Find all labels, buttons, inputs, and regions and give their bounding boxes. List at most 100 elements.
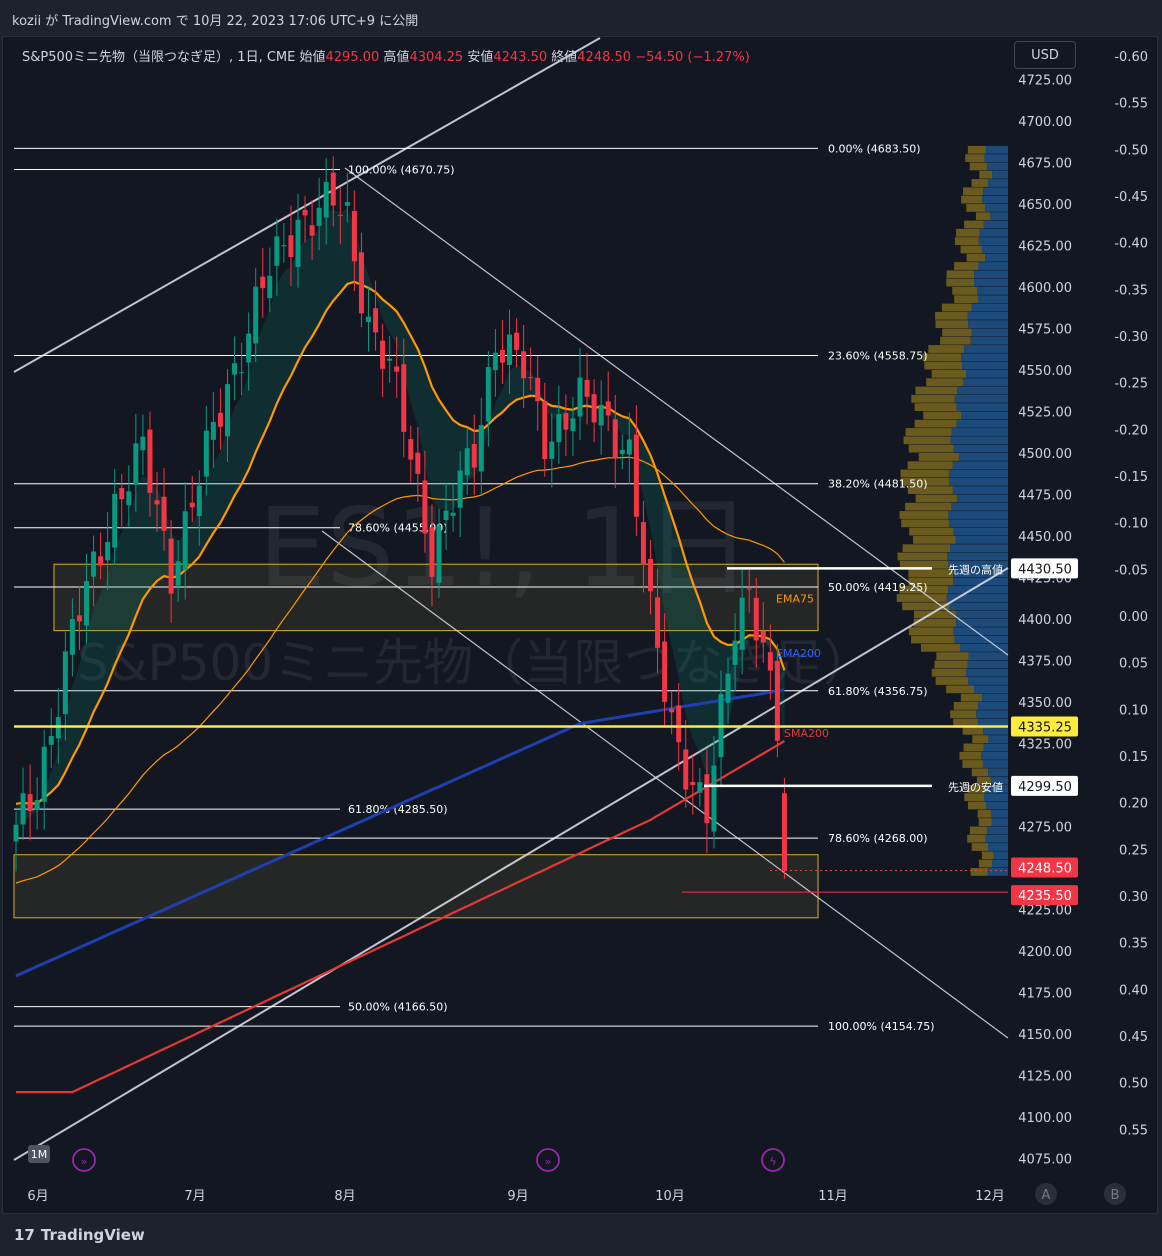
candle-body — [232, 363, 238, 375]
volume-bar-down — [935, 320, 969, 328]
axis-scale-button[interactable]: B — [1111, 1188, 1120, 1203]
candle — [704, 749, 710, 854]
candle-body — [704, 774, 710, 824]
candle-body — [217, 412, 223, 427]
candle-body — [105, 542, 111, 561]
candle-body — [203, 430, 209, 477]
secondary-tick: -0.45 — [1114, 190, 1148, 205]
candle-body — [196, 485, 202, 517]
volume-bar-up — [978, 237, 1008, 245]
candle — [253, 267, 259, 363]
volume-bar-up — [970, 336, 1008, 345]
candle — [401, 338, 407, 458]
secondary-tick: 0.05 — [1119, 657, 1148, 672]
volume-bar-down — [946, 278, 975, 287]
event-icon — [761, 1148, 785, 1172]
volume-bar-down — [915, 386, 958, 395]
price-label-box — [1011, 857, 1078, 878]
secondary-tick: 0.20 — [1119, 797, 1148, 812]
axis-scale-button[interactable]: A — [1042, 1188, 1051, 1203]
candle — [584, 353, 590, 425]
volume-bar-up — [946, 594, 1008, 602]
candle — [683, 719, 689, 808]
secondary-tick: 0.35 — [1119, 937, 1148, 952]
volume-bar-down — [946, 270, 975, 279]
candle-body — [676, 705, 682, 743]
volume-bar-up — [950, 544, 1008, 553]
price-tick: 4200.00 — [1018, 945, 1072, 960]
volume-bar-up — [953, 444, 1008, 453]
candle — [27, 764, 33, 841]
tradingview-logo[interactable]: 17 TradingView — [14, 1226, 145, 1244]
candle-body — [274, 236, 280, 266]
candle-body — [626, 439, 632, 455]
volume-bar-down — [967, 801, 986, 810]
candle — [542, 382, 548, 477]
volume-bar-down — [918, 453, 959, 461]
price-tick: 4525.00 — [1018, 406, 1072, 421]
candle-body — [619, 449, 625, 454]
candle — [711, 735, 717, 849]
volume-bar-down — [976, 776, 991, 785]
volume-bar-up — [948, 469, 1008, 478]
candle-body — [485, 367, 491, 422]
secondary-tick: 0.55 — [1119, 1123, 1148, 1138]
volume-bar-up — [961, 411, 1008, 420]
volume-bar-up — [978, 702, 1008, 710]
candle — [626, 412, 632, 484]
price-tick: 4450.00 — [1018, 530, 1072, 545]
candle-body — [408, 439, 414, 460]
volume-bar-down — [902, 602, 950, 611]
volume-bar-up — [982, 760, 1008, 768]
candle — [380, 323, 386, 398]
volume-bar-up — [961, 361, 1008, 370]
trend-line — [13, 567, 1009, 1161]
candle-body — [633, 434, 639, 517]
volume-bar-up — [987, 179, 1008, 187]
volume-bar-up — [978, 262, 1008, 270]
volume-bar-down — [908, 577, 954, 586]
price-tick: 4325.00 — [1018, 738, 1072, 753]
secondary-tick: 0.15 — [1119, 750, 1148, 765]
volume-bar-down — [900, 469, 949, 478]
candle-body — [556, 414, 562, 443]
volume-bar-down — [914, 419, 957, 428]
secondary-tick: 0.25 — [1119, 843, 1148, 858]
candle-body — [154, 500, 160, 505]
volume-bar-up — [990, 776, 1008, 785]
candle-body — [436, 525, 442, 583]
range-button[interactable]: 1M — [31, 1148, 48, 1161]
price-axis[interactable]: 4725.00 4700.00 4675.00 4650.00 4625.00 4600.… — [1018, 74, 1072, 1168]
volume-bar-up — [951, 428, 1008, 436]
candle — [774, 644, 780, 758]
volume-bar-up — [987, 826, 1008, 835]
candle-body — [147, 429, 153, 493]
volume-bar-up — [993, 851, 1008, 860]
price-label-box — [1011, 558, 1078, 579]
price-note: 先週の安値 — [948, 780, 1003, 794]
candle — [69, 598, 75, 677]
candle-body — [549, 441, 555, 459]
volume-bar-down — [928, 345, 965, 353]
volume-bar-down — [979, 170, 993, 179]
indicator-label: EMA200 — [776, 647, 821, 660]
price-tick: 4700.00 — [1018, 115, 1072, 130]
secondary-tick: -0.10 — [1114, 517, 1148, 532]
secondary-axis[interactable]: -0.60 -0.55 -0.50 -0.45 -0.40 -0.35 -0.30 -0.25… — [1114, 50, 1148, 1138]
secondary-tick: -0.55 — [1114, 97, 1148, 112]
candle-body — [732, 640, 738, 665]
volume-bar-down — [971, 843, 989, 851]
event-icon: » — [545, 1155, 552, 1168]
time-axis[interactable]: 6月 7月 8月 9月 10月 11月 12月 — [27, 1189, 1004, 1204]
currency-button[interactable]: USD — [1014, 41, 1076, 69]
candle-body — [225, 384, 230, 437]
candle — [436, 508, 442, 598]
candle — [84, 553, 89, 644]
fib-label: 100.00% (4154.75) — [828, 1020, 935, 1033]
trend-line — [321, 530, 1009, 1039]
event-icon — [72, 1148, 96, 1172]
volume-bar-down — [954, 262, 979, 270]
volume-bar-up — [985, 801, 1008, 810]
volume-bar-up — [961, 353, 1008, 362]
